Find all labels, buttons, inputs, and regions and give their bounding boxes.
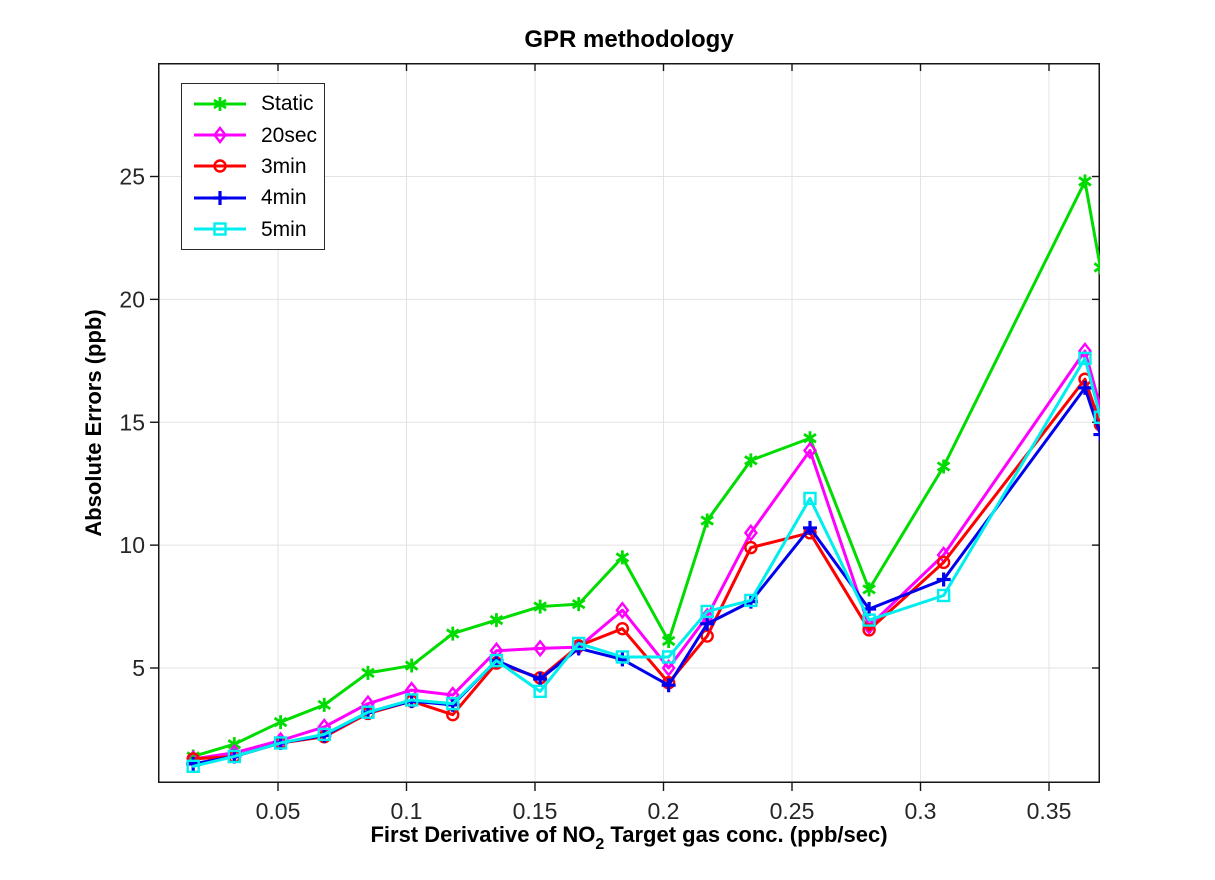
marker-circle (1093, 418, 1100, 432)
marker-asterisk (700, 513, 714, 528)
marker-square (404, 693, 419, 707)
marker-asterisk (213, 96, 227, 111)
x-tick-label: 0.25 (770, 798, 815, 824)
y-tick-label: 5 (132, 655, 145, 681)
marker-asterisk (445, 626, 460, 641)
marker-square (1078, 351, 1092, 366)
series-line (191, 179, 1100, 758)
plot-area: 0.05 0.1 0.15 0.2 0.25 0.3 0.35 5 10 15 20 25 Stati… (119, 63, 1100, 824)
marker-asterisk (533, 599, 547, 614)
marker-square (227, 749, 242, 764)
x-axis-label-units: Target gas conc. (ppb/sec) (604, 822, 888, 847)
marker-circle (615, 621, 630, 636)
series-line (191, 356, 1100, 768)
marker-diamond (212, 126, 228, 145)
marker-plus (661, 678, 676, 693)
marker-square (700, 604, 714, 619)
x-tick-label: 0.35 (1027, 798, 1072, 824)
x-tick-label: 0.3 (905, 798, 937, 824)
legend-label: 20sec (261, 123, 318, 147)
marker-square (273, 736, 288, 750)
y-tick-label: 15 (119, 409, 145, 435)
marker-square (446, 696, 460, 711)
marker-plus (700, 616, 715, 631)
marker-square (571, 636, 586, 651)
y-tick-label: 10 (119, 532, 145, 558)
marker-asterisk (571, 597, 586, 612)
marker-asterisk (361, 665, 375, 680)
marker-asterisk (1093, 260, 1100, 275)
marker-asterisk (489, 613, 504, 628)
marker-plus (533, 672, 548, 687)
marker-asterisk (744, 453, 758, 468)
legend-label: 3min (261, 154, 307, 178)
legend-entry-3min: 3min (192, 151, 324, 182)
legend-label: 4min (261, 186, 307, 210)
marker-square (361, 705, 375, 719)
legend-swatch (194, 159, 246, 174)
legend-label: 5min (261, 217, 307, 241)
series-5min (186, 351, 1100, 773)
marker-asterisk (615, 550, 630, 565)
marker-asterisk (661, 633, 676, 648)
marker-asterisk (1078, 174, 1092, 189)
legend-swatch (194, 96, 246, 111)
legend: Static 20sec 3min 4min 5min (181, 83, 325, 250)
y-axis-label: Absolute Errors (ppb) (81, 309, 106, 537)
marker-plus (802, 520, 817, 535)
marker-plus (1093, 427, 1100, 442)
marker-diamond (615, 601, 630, 620)
x-tick-label: 0.1 (391, 798, 423, 824)
x-tick-label: 0.05 (256, 798, 301, 824)
chart-title: GPR methodology (524, 26, 734, 53)
marker-diamond (743, 523, 758, 542)
marker-square (615, 650, 630, 664)
legend-entry-static: Static (192, 88, 324, 119)
marker-diamond (661, 659, 676, 677)
y-tick-label: 25 (119, 164, 145, 190)
marker-square (317, 727, 331, 742)
marker-square (803, 491, 817, 506)
x-axis-label-subscript: 2 (595, 836, 605, 853)
marker-circle (213, 159, 227, 174)
marker-square (1093, 410, 1100, 425)
x-axis-label-text: First Derivative of NO (370, 822, 596, 847)
marker-asterisk (317, 697, 332, 712)
marker-asterisk (936, 459, 951, 474)
series-line (191, 349, 1100, 761)
x-tick-label: 0.2 (648, 798, 680, 824)
legend-swatch (194, 126, 246, 145)
series-static (186, 174, 1100, 764)
marker-circle (744, 540, 758, 555)
marker-square (213, 222, 227, 236)
marker-square (489, 653, 504, 668)
marker-plus (1077, 380, 1092, 395)
marker-plus (213, 190, 227, 205)
x-axis-label: First Derivative of NO2 Target gas conc.… (370, 822, 887, 854)
legend-entry-4min: 4min (192, 182, 324, 213)
marker-square (862, 613, 876, 627)
series-4min (186, 380, 1100, 771)
marker-square (936, 588, 951, 603)
marker-plus (936, 572, 951, 587)
x-tick-label: 0.15 (513, 798, 558, 824)
marker-asterisk (404, 658, 419, 673)
marker-diamond (802, 441, 818, 460)
marker-diamond (533, 639, 548, 658)
legend-label: Static (261, 92, 314, 116)
marker-square (661, 650, 676, 664)
marker-circle (936, 555, 951, 570)
y-tick-label: 20 (119, 286, 145, 312)
legend-entry-20sec: 20sec (192, 120, 324, 151)
marker-square (186, 759, 200, 773)
legend-swatch (194, 190, 246, 205)
legend-entry-5min: 5min (192, 214, 324, 245)
marker-square (744, 593, 758, 608)
marker-square (533, 684, 547, 699)
marker-asterisk (862, 582, 876, 597)
legend-swatch (194, 222, 246, 236)
marker-asterisk (273, 715, 288, 730)
